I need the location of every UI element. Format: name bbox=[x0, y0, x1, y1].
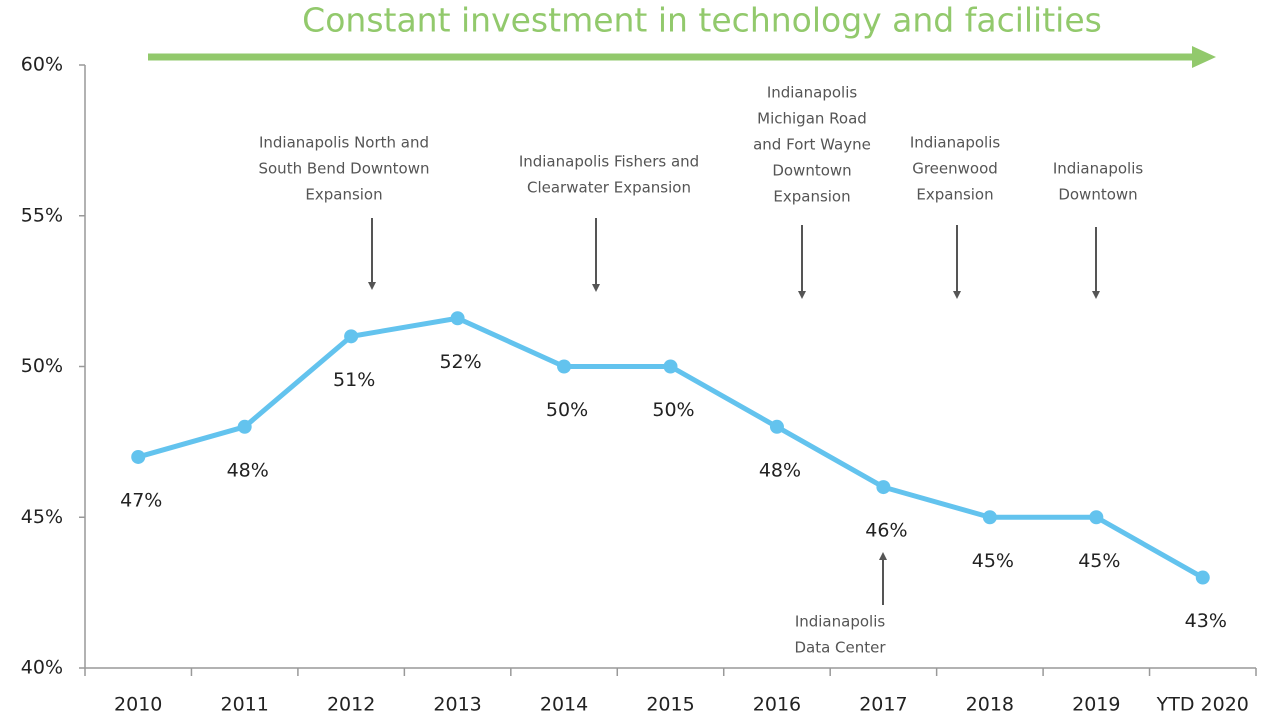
annotation-text: Indianapolis bbox=[910, 134, 1001, 152]
y-tick-label: 45% bbox=[21, 506, 63, 528]
data-label: 51% bbox=[333, 369, 375, 391]
data-label: 50% bbox=[652, 399, 694, 421]
annotation-text: Expansion bbox=[773, 188, 850, 206]
data-point bbox=[450, 311, 465, 326]
annotation-text: Michigan Road bbox=[757, 110, 867, 128]
data-label: 46% bbox=[865, 520, 907, 542]
x-tick-label: 2012 bbox=[327, 694, 375, 716]
annotation-text: Downtown bbox=[1058, 186, 1137, 204]
x-tick-label: YTD 2020 bbox=[1156, 694, 1249, 716]
x-tick-label: 2013 bbox=[433, 694, 481, 716]
data-label: 47% bbox=[120, 489, 162, 511]
annotation-text: Greenwood bbox=[912, 160, 998, 178]
data-point bbox=[237, 419, 252, 434]
data-label: 48% bbox=[759, 459, 801, 481]
annotation-text: South Bend Downtown bbox=[258, 160, 429, 178]
y-tick-label: 40% bbox=[21, 657, 63, 679]
x-tick-label: 2011 bbox=[221, 694, 269, 716]
annotation-text: Indianapolis Fishers and bbox=[519, 153, 699, 171]
x-tick-label: 2016 bbox=[753, 694, 801, 716]
data-point bbox=[1089, 510, 1104, 525]
data-point bbox=[769, 419, 784, 434]
annotation-text: and Fort Wayne bbox=[753, 136, 871, 154]
y-tick-label: 60% bbox=[21, 54, 63, 76]
banner-arrow-head bbox=[1192, 46, 1216, 68]
data-label: 50% bbox=[546, 399, 588, 421]
x-tick-label: 2015 bbox=[646, 694, 694, 716]
data-label: 43% bbox=[1185, 610, 1227, 632]
annotation-text: Indianapolis bbox=[1053, 160, 1144, 178]
y-tick-label: 55% bbox=[21, 204, 63, 226]
data-point bbox=[663, 359, 678, 374]
data-label: 45% bbox=[1078, 550, 1120, 572]
x-tick-label: 2017 bbox=[859, 694, 907, 716]
y-tick-label: 50% bbox=[21, 355, 63, 377]
annotation-text: Downtown bbox=[772, 162, 851, 180]
data-point bbox=[131, 449, 146, 464]
data-label: 45% bbox=[972, 550, 1014, 572]
annotation-text: Clearwater Expansion bbox=[527, 179, 691, 197]
x-tick-label: 2019 bbox=[1072, 694, 1120, 716]
data-point bbox=[344, 329, 359, 344]
data-label: 52% bbox=[439, 351, 481, 373]
data-line bbox=[137, 315, 1205, 580]
annotation-text: Indianapolis bbox=[767, 84, 858, 102]
annotation-text: Indianapolis North and bbox=[259, 134, 429, 152]
annotation-text: Data Center bbox=[794, 639, 886, 657]
data-point bbox=[1195, 570, 1210, 585]
x-tick-label: 2018 bbox=[966, 694, 1014, 716]
data-label: 48% bbox=[227, 459, 269, 481]
x-tick-label: 2010 bbox=[114, 694, 162, 716]
data-point bbox=[876, 480, 891, 495]
x-tick-label: 2014 bbox=[540, 694, 588, 716]
annotation-text: Expansion bbox=[916, 186, 993, 204]
annotation-text: Indianapolis bbox=[795, 613, 886, 631]
data-point bbox=[982, 510, 997, 525]
annotation-text: Expansion bbox=[305, 186, 382, 204]
data-point bbox=[557, 359, 572, 374]
chart-title: Constant investment in technology and fa… bbox=[302, 1, 1102, 40]
